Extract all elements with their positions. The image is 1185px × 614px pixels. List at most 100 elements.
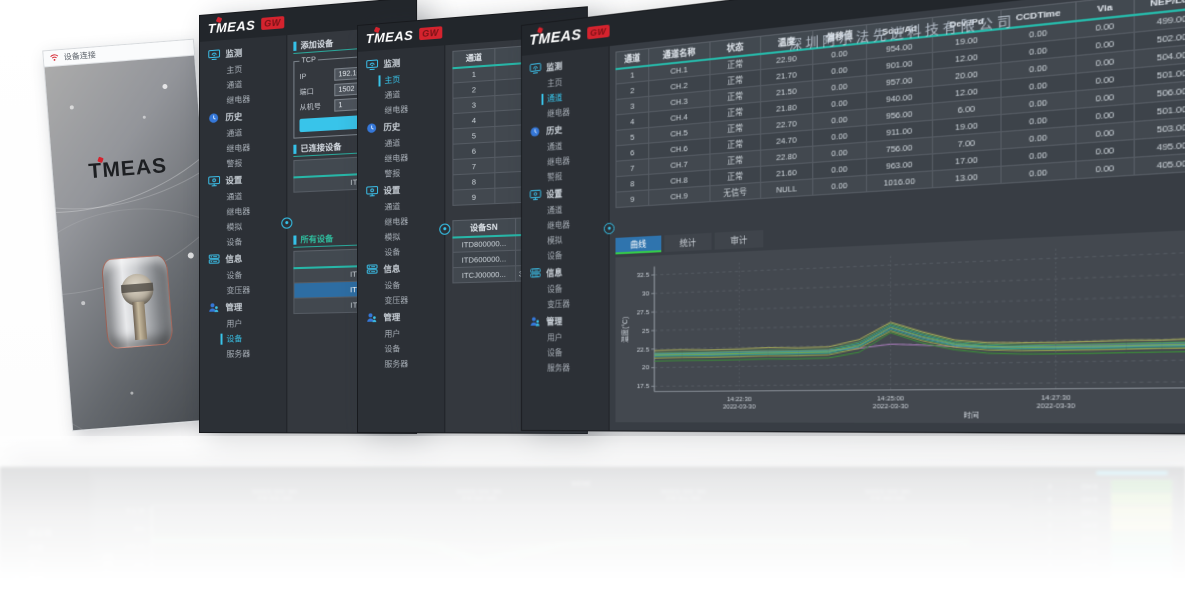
tab-statistics[interactable]: 统计 <box>664 232 712 253</box>
channel-monitor-window: TMEAS GW ⚙ × 监测主页通道继电器历史通道继电器警报设置通道继电器模拟… <box>521 0 1185 437</box>
nav-group-info[interactable]: 信息 <box>358 258 444 279</box>
nav-item-transformers[interactable]: 变压器 <box>384 295 409 306</box>
cell: 9 <box>615 189 649 208</box>
nav-group-label: 设置 <box>225 174 243 186</box>
tmeas-logo: TMEAS <box>529 25 582 49</box>
svg-text:2022-03-30: 2022-03-30 <box>873 403 908 410</box>
nav-item-servers[interactable]: 服务器 <box>547 363 570 373</box>
info-server-icon <box>528 267 541 281</box>
admin-user-icon <box>365 311 379 324</box>
tab-curve[interactable]: 曲线 <box>615 235 662 255</box>
nav-group-monitor[interactable]: 监测 <box>358 50 444 74</box>
nav-group-label: 设置 <box>383 184 401 196</box>
monitor-signal-icon <box>207 48 221 62</box>
nav-item-devices[interactable]: 设备 <box>226 237 243 248</box>
nav-group-monitor[interactable]: 监测 <box>200 40 286 65</box>
history-clock-icon <box>365 121 379 135</box>
nav-group-label: 管理 <box>225 302 243 313</box>
settings-monitor-icon <box>207 174 221 188</box>
nav-group-label: 监测 <box>546 60 563 73</box>
cell: 9 <box>452 188 495 206</box>
cell: 0.00 <box>1075 157 1135 179</box>
nav-sidebar: 监测 主页 通道 继电器 历史 通道 继电器 警报 设置 通道 继电器 模拟 设备 信息 设备 变压器 管理 用户… <box>199 35 293 433</box>
accent-bar <box>293 41 297 51</box>
nav-group-history[interactable]: 历史 <box>200 104 286 127</box>
nav-group-management[interactable]: 管理 <box>200 297 286 317</box>
svg-text:20: 20 <box>642 364 650 371</box>
nav-group-label: 信息 <box>383 263 401 275</box>
svg-text:25: 25 <box>642 327 650 335</box>
chart-section: 曲线 统计 审计 17.5 20 22.5 25 27.5 30 32.5 14:22:30 2… <box>610 179 1185 435</box>
info-server-icon <box>207 253 221 266</box>
nav-item-servers[interactable]: 服务器 <box>226 349 251 359</box>
fiber-optic-photo: TMEAS <box>44 55 223 431</box>
svg-text:22.5: 22.5 <box>637 346 650 354</box>
panel-title: 已连接设备 <box>300 142 342 154</box>
nav-group-label: 监测 <box>225 47 243 60</box>
nav-item-devices[interactable]: 设备 <box>384 247 401 258</box>
monitor-signal-icon <box>365 58 379 72</box>
sidebar-toggle-icon[interactable]: ● <box>439 223 451 235</box>
nav-item-devices[interactable]: 设备 <box>547 348 563 358</box>
svg-text:30: 30 <box>642 290 650 298</box>
tmeas-logo: TMEAS <box>207 16 256 36</box>
nav-sidebar: 监测 主页 通道 继电器 历史 通道 继电器 警报 设置 通道 继电器 模拟 设备 信息 设备 变压器 管理 用户… <box>521 46 615 431</box>
nav-item-devices[interactable]: 设备 <box>384 344 401 354</box>
svg-text:2022-03-30: 2022-03-30 <box>723 404 756 411</box>
connect-window-title: 设备连接 <box>63 50 97 62</box>
temperature-line-chart: 17.52022.52527.53032.514:22:302022-03-30… <box>620 226 1185 420</box>
nav-group-history[interactable]: 历史 <box>358 115 444 138</box>
history-clock-icon <box>528 125 541 139</box>
nav-group-management[interactable]: 管理 <box>522 310 609 331</box>
signal-icon <box>48 51 60 65</box>
nav-group-label: 设置 <box>546 188 563 200</box>
nav-group-info[interactable]: 信息 <box>200 248 286 269</box>
settings-monitor-icon <box>528 188 541 202</box>
nav-group-label: 历史 <box>225 111 243 123</box>
svg-text:14:22:30: 14:22:30 <box>727 397 752 404</box>
nav-group-label: 信息 <box>225 253 243 265</box>
gw-badge: GW <box>419 26 442 41</box>
nav-item-users[interactable]: 用户 <box>226 319 243 329</box>
nav-item-servers[interactable]: 服务器 <box>384 359 409 369</box>
sensor-probe-image <box>100 254 174 350</box>
cell: 0.00 <box>1001 161 1076 184</box>
nav-group-history[interactable]: 历史 <box>522 116 609 142</box>
nav-item-users[interactable]: 用户 <box>384 329 401 339</box>
nav-group-settings[interactable]: 设置 <box>200 169 286 191</box>
ip-label: IP <box>299 73 307 81</box>
nav-item-devices[interactable]: 设备 <box>200 331 286 347</box>
temperature-chart: 17.5 20 22.5 25 27.5 30 32.5 14:22:30 2022-03-30… <box>618 226 1185 421</box>
info-server-icon <box>365 263 379 276</box>
nav-group-management[interactable]: 管理 <box>358 307 444 327</box>
accent-bar <box>293 235 297 245</box>
panel-title: 添加设备 <box>300 38 334 51</box>
cell: NULL <box>760 178 813 199</box>
svg-text:2022-03-30: 2022-03-30 <box>1037 403 1076 410</box>
panel-title: 所有设备 <box>300 234 334 245</box>
connect-window-titlebar: 设备连接 <box>43 39 195 68</box>
accent-bar <box>293 144 297 154</box>
nav-item-transformers[interactable]: 变压器 <box>226 285 251 296</box>
nav-item-transformers[interactable]: 变压器 <box>547 299 570 310</box>
nav-group-label: 信息 <box>546 267 563 278</box>
svg-text:温度(°C): 温度(°C) <box>620 317 629 343</box>
svg-text:14:25:00: 14:25:00 <box>877 396 904 403</box>
svg-text:17.5: 17.5 <box>637 383 650 390</box>
cell: ITD600000... <box>452 250 516 268</box>
nav-group-label: 管理 <box>546 315 563 327</box>
monitor-signal-icon <box>528 61 541 75</box>
nav-group-label: 管理 <box>383 312 401 323</box>
nav-group-label: 监测 <box>383 57 401 70</box>
admin-user-icon <box>528 315 541 328</box>
home-window: TMEAS GW 监测 主页 通道 继电器 历史 通道 继电器 警报 设置 通道 继电器 模拟 设备 信息… <box>357 6 588 434</box>
add-device-window: TMEAS GW 监测 主页 通道 继电器 历史 通道 继电器 警报 设置 通道 继电器 模拟 设备 信息… <box>199 0 418 434</box>
chart-region: 17.5 20 22.5 25 27.5 30 32.5 14:22:30 2022-03-30… <box>615 210 1185 425</box>
tmeas-logo: TMEAS <box>365 26 414 46</box>
nav-sidebar: 监测 主页 通道 继电器 历史 通道 继电器 警报 设置 通道 继电器 模拟 设备 信息 设备 变压器 管理 用户… <box>357 45 451 433</box>
cell: CH.9 <box>648 185 710 206</box>
svg-text:时间: 时间 <box>963 411 979 420</box>
tab-audit[interactable]: 审计 <box>714 230 764 250</box>
